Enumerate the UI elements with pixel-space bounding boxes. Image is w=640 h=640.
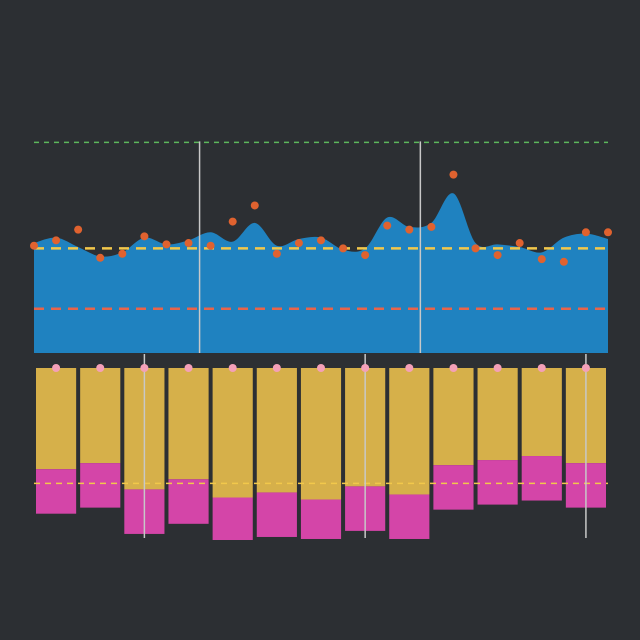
bar-lower-segment (477, 460, 518, 505)
scatter-point (272, 249, 281, 258)
scatter-point (228, 217, 237, 226)
bar-lower-segment (300, 499, 342, 539)
bar-upper-segment (433, 368, 474, 466)
scatter-point (140, 232, 149, 241)
scatter-point (96, 253, 105, 262)
scatter-point (317, 236, 325, 245)
scatter-point (515, 239, 524, 248)
bar-upper-segment (168, 368, 209, 480)
bar-upper-segment (212, 368, 253, 498)
scatter-point (206, 241, 215, 250)
scatter-point (162, 240, 171, 249)
scatter-point (383, 221, 392, 230)
area-chart-panel (30, 141, 612, 353)
bar-lower-segment (389, 494, 430, 539)
bar-upper-segment (521, 368, 562, 457)
bar-marker (537, 364, 546, 372)
bar-lower-segment (212, 497, 253, 540)
scatter-point (449, 170, 458, 179)
scatter-point (52, 236, 61, 245)
scatter-point (581, 228, 590, 237)
bar-lower-segment (521, 456, 562, 501)
bar-upper-segment (36, 368, 77, 470)
bar-marker (52, 364, 61, 372)
scatter-point (537, 255, 546, 264)
bar-marker (228, 364, 237, 372)
scatter-point (184, 239, 193, 248)
scatter-point (250, 201, 259, 210)
bar-marker (96, 364, 105, 372)
scatter-point (118, 249, 127, 258)
bar-lower-segment (168, 479, 209, 524)
scatter-point (361, 251, 370, 260)
bar-upper-segment (256, 368, 297, 493)
bar-marker (493, 364, 502, 372)
scatter-point (493, 251, 502, 260)
bar-chart-panel (34, 354, 608, 540)
bar-upper-segment (389, 368, 430, 495)
scatter-point (604, 228, 612, 237)
area-series (34, 193, 608, 353)
bar-marker (272, 364, 281, 372)
bar-upper-segment (80, 368, 121, 464)
bar-marker (361, 364, 370, 372)
bar-marker (317, 364, 325, 372)
scatter-point (339, 244, 348, 253)
bar-lower-segment (433, 465, 474, 510)
bar-lower-segment (256, 492, 297, 537)
scatter-point (294, 239, 303, 248)
scatter-point (74, 225, 83, 234)
bar-lower-segment (80, 463, 121, 508)
scatter-point (471, 244, 480, 253)
bar-marker (405, 364, 414, 372)
bar-marker (140, 364, 149, 372)
bar-upper-segment (300, 368, 342, 500)
bar-marker (184, 364, 193, 372)
bar-upper-segment (477, 368, 518, 461)
scatter-point (405, 225, 414, 234)
scatter-point (427, 222, 436, 231)
scatter-point (559, 257, 568, 266)
bar-lower-segment (36, 469, 77, 514)
bar-marker (581, 364, 590, 372)
scatter-point (30, 241, 38, 250)
bar-marker (449, 364, 458, 372)
